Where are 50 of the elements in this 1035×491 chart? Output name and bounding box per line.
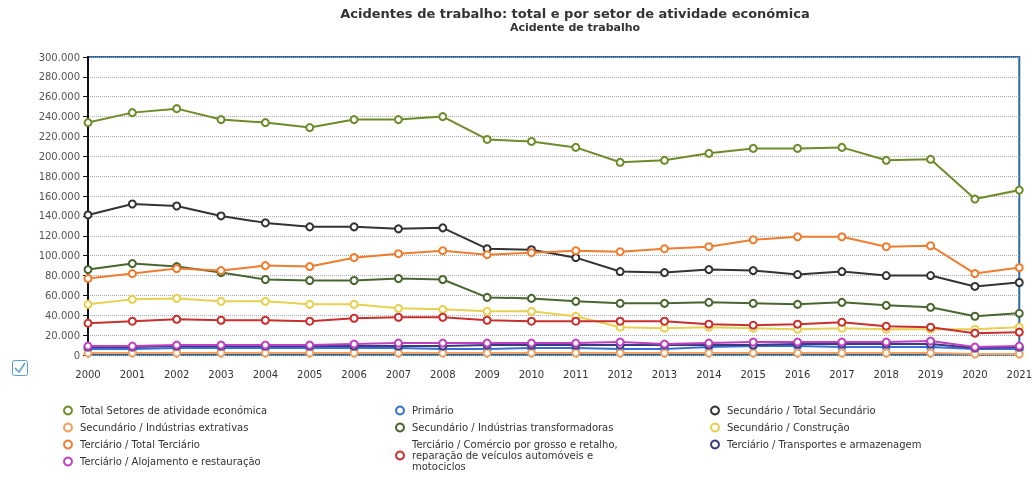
x-tick-label: 2013 [651,368,678,380]
y-tick-label: 200.000 [38,150,80,162]
legend-label: Terciário / Alojamento e restauração [79,456,261,467]
y-tick-label: 0 [73,349,80,361]
x-tick-label: 2000 [75,368,101,380]
legend-label: Secundário / Indústrias transformadoras [412,422,614,433]
y-tick-label: 40.000 [45,309,80,321]
legend-label: Total Setores de atividade económica [79,405,268,416]
legend-label: Secundário / Indústrias extrativas [80,422,249,433]
x-tick-label: 2014 [696,368,722,380]
x-tick-label: 2008 [430,368,456,380]
x-tick-label: 2010 [518,368,545,380]
legend-label: Terciário / Comércio por grosso e retalho, reparação de veículos automóveis e motociclos [411,439,621,472]
y-tick-label: 160.000 [38,190,80,202]
x-tick-label: 2007 [385,368,412,380]
x-tick-label: 2011 [563,368,589,380]
x-tick-label: 2020 [962,368,988,380]
y-tick-label: 220.000 [38,130,80,142]
y-tick-label: 140.000 [38,210,80,222]
y-tick-label: 80.000 [45,270,80,282]
y-tick-label: 180.000 [38,170,80,182]
x-tick-label: 2016 [784,368,811,380]
x-tick-label: 2019 [917,368,944,380]
x-tick-label: 2009 [474,368,500,380]
x-tick-label: 2021 [1006,368,1032,380]
x-tick-label: 2017 [829,368,855,380]
x-tick-label: 2006 [341,368,367,380]
legend-label: Primário [412,405,454,416]
x-tick-label: 2015 [740,368,766,380]
y-tick-label: 60.000 [45,289,80,301]
legend-label: Secundário / Construção [727,422,850,433]
x-tick-label: 2012 [607,368,633,380]
x-tick-label: 2018 [873,368,899,380]
x-tick-label: 2001 [119,368,146,380]
legend-label: Secundário / Total Secundário [727,405,876,416]
y-tick-label: 240.000 [38,111,80,123]
y-tick-label: 280.000 [38,71,80,83]
y-tick-label: 20.000 [45,329,80,341]
chart-title: Acidentes de trabalho: total e por setor de atividade económica [340,6,810,21]
y-tick-label: 100.000 [38,250,80,262]
y-tick-label: 260.000 [38,91,80,103]
x-tick-label: 2002 [163,368,190,380]
y-tick-label: 300.000 [38,51,80,63]
y-tick-label: 120.000 [38,230,80,242]
x-tick-label: 2003 [208,368,234,380]
legend-label: Terciário / Transportes e armazenagem [726,439,922,450]
legend-label: Terciário / Total Terciário [79,439,200,450]
x-tick-label: 2005 [297,368,323,380]
chart-subtitle: Acidente de trabalho [509,21,641,34]
x-tick-label: 2004 [252,368,279,380]
